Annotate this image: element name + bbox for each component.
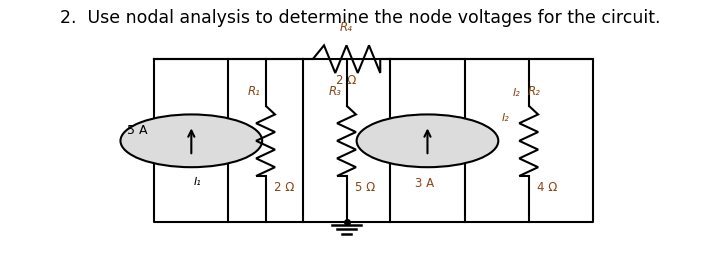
Text: R₂: R₂ — [527, 85, 540, 98]
Text: 3 A: 3 A — [415, 177, 433, 190]
Text: I₂: I₂ — [502, 113, 510, 123]
Circle shape — [356, 115, 498, 167]
Text: 2.  Use nodal analysis to determine the node voltages for the circuit.: 2. Use nodal analysis to determine the n… — [60, 9, 660, 27]
Text: 4 Ω: 4 Ω — [537, 181, 557, 194]
Text: 5 Ω: 5 Ω — [355, 181, 375, 194]
Text: I₁: I₁ — [194, 177, 202, 187]
Text: 5 A: 5 A — [127, 124, 148, 137]
Text: R₄: R₄ — [340, 21, 353, 34]
Text: 2 Ω: 2 Ω — [274, 181, 294, 194]
Text: 2 Ω: 2 Ω — [336, 74, 356, 87]
Text: I₂: I₂ — [513, 88, 521, 98]
Text: R₁: R₁ — [247, 85, 260, 98]
Circle shape — [120, 115, 262, 167]
Text: R₃: R₃ — [328, 85, 341, 98]
